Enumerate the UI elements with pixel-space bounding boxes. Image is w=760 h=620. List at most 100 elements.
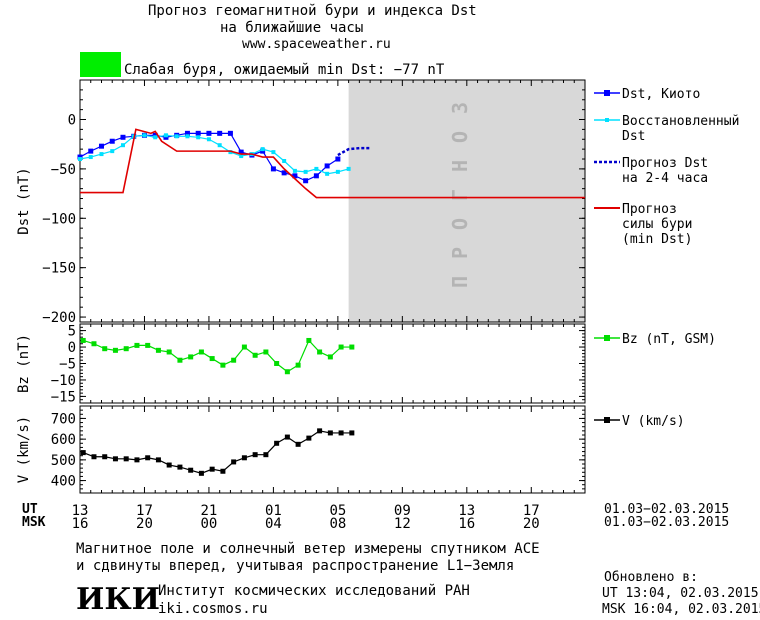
data-point <box>239 154 244 159</box>
data-point <box>78 157 82 162</box>
data-point <box>325 171 330 176</box>
x-tick-label-ut: 21 <box>201 503 218 519</box>
data-point <box>188 354 194 360</box>
series-line <box>83 339 352 373</box>
data-point <box>231 357 237 363</box>
data-point <box>317 349 323 355</box>
data-point <box>220 468 226 474</box>
data-point <box>295 362 301 368</box>
data-point <box>102 454 108 460</box>
data-point <box>163 133 168 138</box>
institute-name: Институт космических исследований РАН <box>158 583 470 599</box>
series-line <box>79 134 349 175</box>
x-tick-label-msk: 16 <box>458 516 475 532</box>
y-tick-label: −200 <box>42 310 76 326</box>
legend-label: Bz (nT, GSM) <box>622 332 716 347</box>
data-point <box>112 347 118 353</box>
data-point <box>241 455 247 461</box>
x-axis: 13 17 21 01 05 09 13 17 16 20 00 04 08 12 16 20 <box>72 503 540 532</box>
x-tick-label-ut: 17 <box>136 503 153 519</box>
msk-date-range: 01.03−02.03.2015 <box>604 515 730 530</box>
data-point <box>195 130 201 136</box>
updated-msk: MSK 16:04, 02.03.2015 <box>602 602 760 617</box>
data-point <box>274 361 280 366</box>
x-tick-label-msk: 20 <box>136 516 153 532</box>
forecast-band <box>348 80 585 322</box>
legend-label: Dst, Киото <box>622 87 700 102</box>
x-tick-label-ut: 13 <box>72 503 89 519</box>
data-point <box>303 169 308 174</box>
data-point <box>185 134 190 139</box>
data-point <box>177 464 183 470</box>
data-point <box>284 369 290 375</box>
x-tick-label-msk: 00 <box>201 516 218 532</box>
data-point <box>327 430 333 436</box>
institute-site[interactable]: iki.cosmos.ru <box>158 601 268 617</box>
dst-panel: П Р О Г Н О З 0 −50 −100 −150 −200 Dst (nT) Dst, Киот… <box>16 79 739 326</box>
site-url[interactable]: www.spaceweather.ru <box>242 37 391 52</box>
updated-ut: UT 13:04, 02.03.2015 <box>602 586 759 601</box>
data-point <box>327 354 333 360</box>
data-point <box>217 143 222 148</box>
data-point <box>123 456 129 462</box>
data-point <box>198 470 204 476</box>
data-point <box>231 459 237 465</box>
forecast-band-letter: П <box>448 276 472 288</box>
status-text: Слабая буря, ожидаемый min Dst: −77 nT <box>124 62 445 78</box>
x-tick-label-msk: 08 <box>329 516 346 532</box>
data-point <box>209 466 215 472</box>
y-tick-label: 5 <box>68 324 76 340</box>
data-point <box>209 356 215 362</box>
legend-marker <box>604 90 610 96</box>
data-point <box>252 452 258 458</box>
x-tick-label-msk: 12 <box>394 516 411 532</box>
legend-label: силы бури <box>622 217 692 232</box>
data-point <box>238 149 244 155</box>
status-color-swatch <box>80 52 121 77</box>
data-point <box>335 156 341 162</box>
x-tick-label-ut: 05 <box>329 503 346 519</box>
y-tick-label: 400 <box>51 474 76 490</box>
data-point <box>174 134 179 139</box>
forecast-band-letter: З <box>448 102 472 114</box>
data-point <box>196 135 201 140</box>
x-tick-label-ut: 13 <box>458 503 475 519</box>
y-axis-label: Bz (nT) <box>16 334 32 393</box>
y-tick-label: 700 <box>51 411 76 427</box>
data-point <box>338 344 344 350</box>
data-point <box>177 357 183 363</box>
forecast-band-letter: Р <box>448 247 472 259</box>
data-point <box>252 352 258 358</box>
data-point <box>263 349 269 355</box>
msk-label: MSK <box>22 515 46 530</box>
legend-marker <box>604 417 610 423</box>
data-point <box>142 133 147 138</box>
data-point <box>145 455 151 461</box>
footer-note-line-1: Магнитное поле и солнечный ветер измерен… <box>76 541 540 557</box>
bz-panel: 50−5−10−15 Bz (nT) Bz (nT, GSM) <box>16 323 716 405</box>
data-point <box>292 168 297 173</box>
y-axis-label: V (km/s) <box>16 416 32 483</box>
data-point <box>274 440 280 446</box>
panel-frame <box>79 323 586 404</box>
data-point <box>306 435 312 441</box>
data-point <box>91 454 97 460</box>
y-tick-label: 0 <box>68 113 76 129</box>
data-point <box>228 150 233 155</box>
data-point <box>110 149 115 154</box>
data-point <box>184 130 190 136</box>
data-point <box>120 134 126 140</box>
series-line <box>83 430 352 474</box>
data-point <box>260 147 265 152</box>
x-tick-label-ut: 17 <box>523 503 540 519</box>
data-point <box>80 450 86 456</box>
data-point <box>317 428 323 434</box>
data-point <box>349 344 355 350</box>
v-panel: 700 600 500 400 V (km/s) V (km/s) <box>16 405 685 494</box>
y-tick-label: −150 <box>42 261 76 277</box>
data-point <box>88 148 94 154</box>
forecast-band-letter: Н <box>448 160 472 172</box>
data-point <box>292 173 298 179</box>
data-point <box>217 130 223 136</box>
iki-logo[interactable]: ИКИ <box>76 582 160 617</box>
